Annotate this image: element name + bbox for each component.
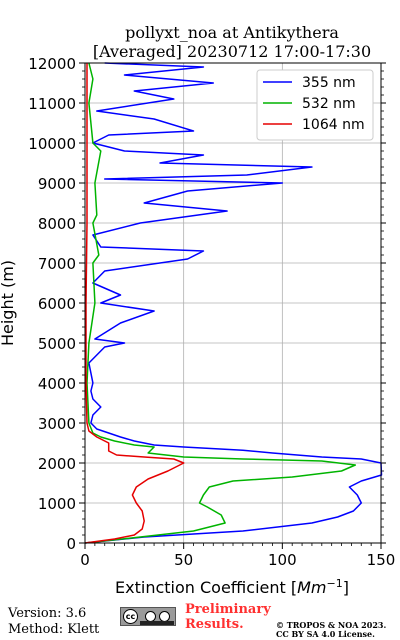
method-text: Method: Klett — [8, 622, 100, 637]
chart-title: pollyxt_noa at Antikythera — [125, 23, 339, 42]
legend-label: 1064 nm — [302, 117, 365, 133]
axis-ticks: 0100020003000400050006000700080009000100… — [28, 55, 395, 569]
x-tick-label: 0 — [80, 551, 90, 569]
y-tick-label: 0 — [66, 535, 76, 553]
series-line-1064-nm — [84, 63, 185, 544]
x-axis-label-exponent: −1 — [327, 577, 343, 590]
x-axis-label-unit: Mm — [297, 578, 326, 597]
y-tick-label: 11000 — [28, 95, 76, 113]
x-axis-label-close: ] — [343, 578, 349, 597]
chart-subtitle: [Averaged] 20230712 17:00-17:30 — [92, 42, 372, 61]
x-tick-label: 50 — [174, 551, 193, 569]
series-line-532-nm — [84, 62, 357, 544]
legend: 355 nm 532 nm 1064 nm — [256, 69, 374, 141]
y-tick-label: 2000 — [38, 455, 76, 473]
y-tick-label: 1000 — [38, 495, 76, 513]
y-tick-label: 5000 — [38, 335, 76, 353]
y-tick-label: 12000 — [28, 55, 76, 73]
x-tick-label: 100 — [268, 551, 297, 569]
y-tick-label: 9000 — [38, 175, 76, 193]
legend-box — [256, 69, 374, 141]
y-tick-label: 3000 — [38, 415, 76, 433]
x-axis-label-text: Extinction Coefficient [ — [115, 578, 297, 597]
y-tick-label: 7000 — [38, 255, 76, 273]
results-text: Results. — [185, 617, 244, 632]
license-text: CC BY SA 4.0 License. — [276, 629, 375, 639]
y-axis-label: Height (m) — [0, 260, 17, 346]
legend-label: 532 nm — [302, 96, 356, 112]
x-axis-label: Extinction Coefficient [Mm−1] — [115, 577, 349, 597]
y-tick-label: 10000 — [28, 135, 76, 153]
preliminary-text: Preliminary — [185, 602, 271, 617]
x-tick-label: 150 — [367, 551, 396, 569]
y-tick-label: 4000 — [38, 375, 76, 393]
y-tick-label: 8000 — [38, 215, 76, 233]
version-text: Version: 3.6 — [8, 606, 87, 621]
cc-license-icon: cc — [120, 607, 176, 626]
y-tick-label: 6000 — [38, 295, 76, 313]
copyright-text: © TROPOS & NOA 2023. — [276, 620, 387, 630]
legend-label: 355 nm — [302, 75, 356, 91]
